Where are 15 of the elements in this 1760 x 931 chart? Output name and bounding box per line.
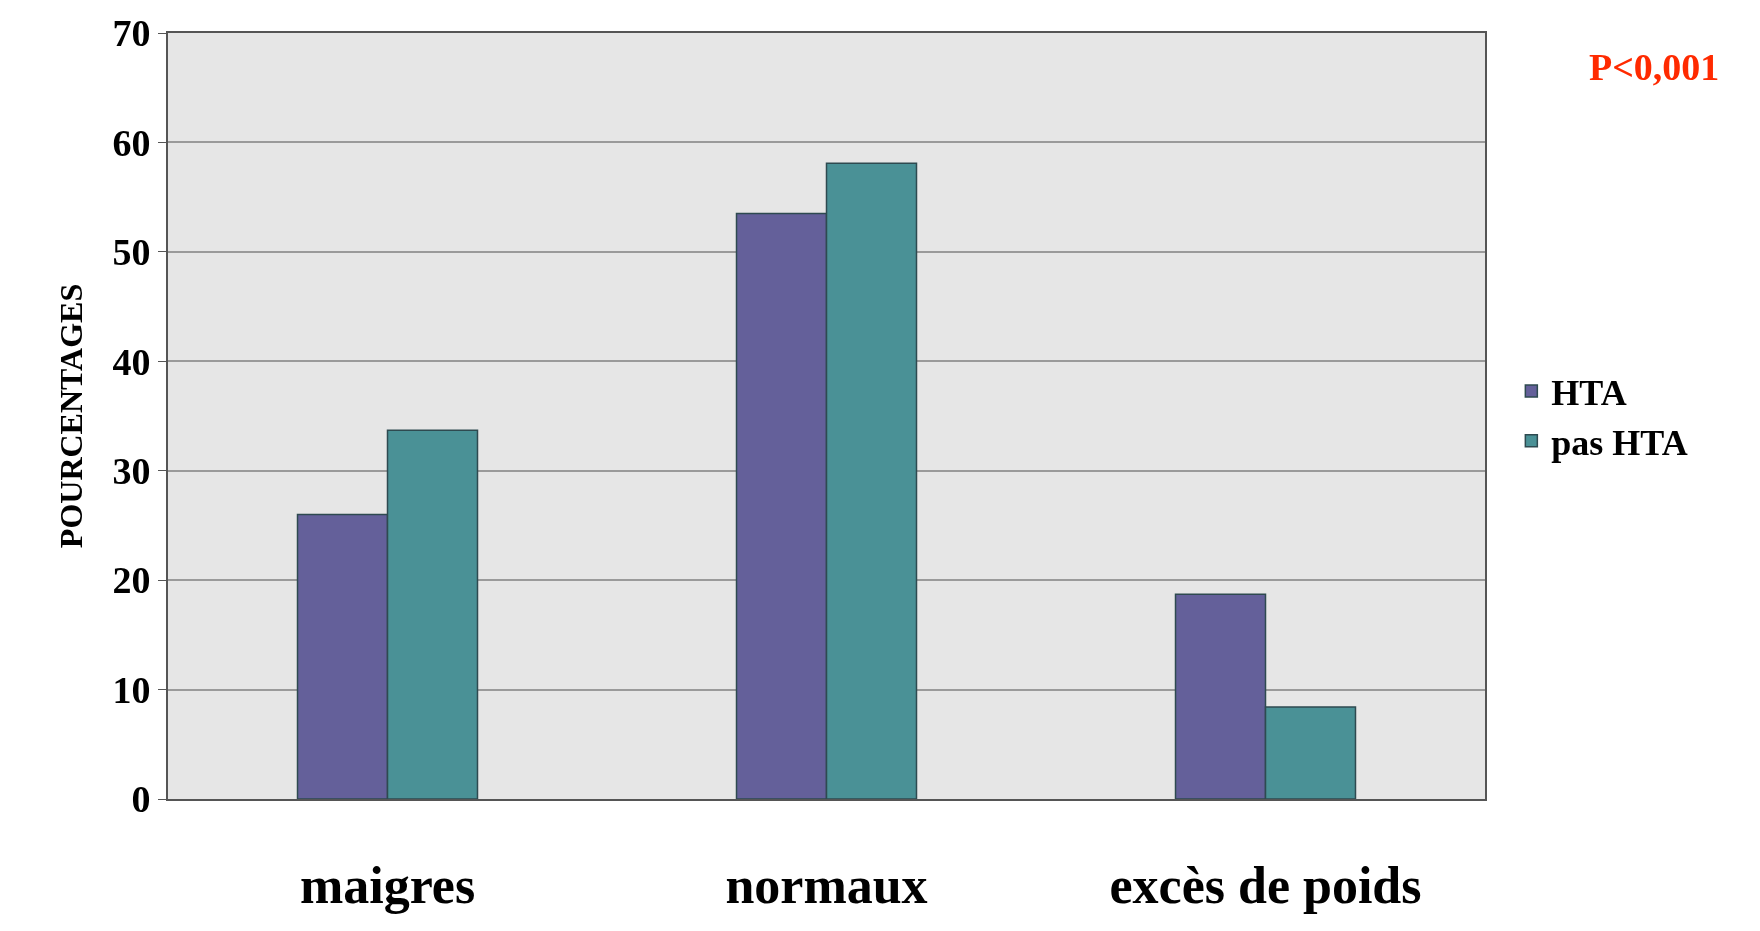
y-tick-label: 50 xyxy=(112,231,151,274)
y-axis-title: POURCENTAGES xyxy=(53,283,90,549)
y-tick-label: 60 xyxy=(112,121,151,164)
y-tick-label: 10 xyxy=(112,668,151,711)
x-tick-label: normaux xyxy=(725,857,928,915)
y-tick-label: 20 xyxy=(112,559,151,602)
y-tick-label: 30 xyxy=(112,450,151,493)
legend-label: HTA xyxy=(1551,372,1627,413)
text: P<0,001 xyxy=(1589,46,1720,88)
y-tick-label: 70 xyxy=(112,12,151,55)
legend-label: pas HTA xyxy=(1551,422,1688,463)
y-tick-label: 40 xyxy=(112,340,151,383)
x-tick-label: excès de poids xyxy=(1109,857,1422,915)
x-tick-label: maigres xyxy=(299,857,476,915)
y-tick-label: 0 xyxy=(131,778,151,821)
